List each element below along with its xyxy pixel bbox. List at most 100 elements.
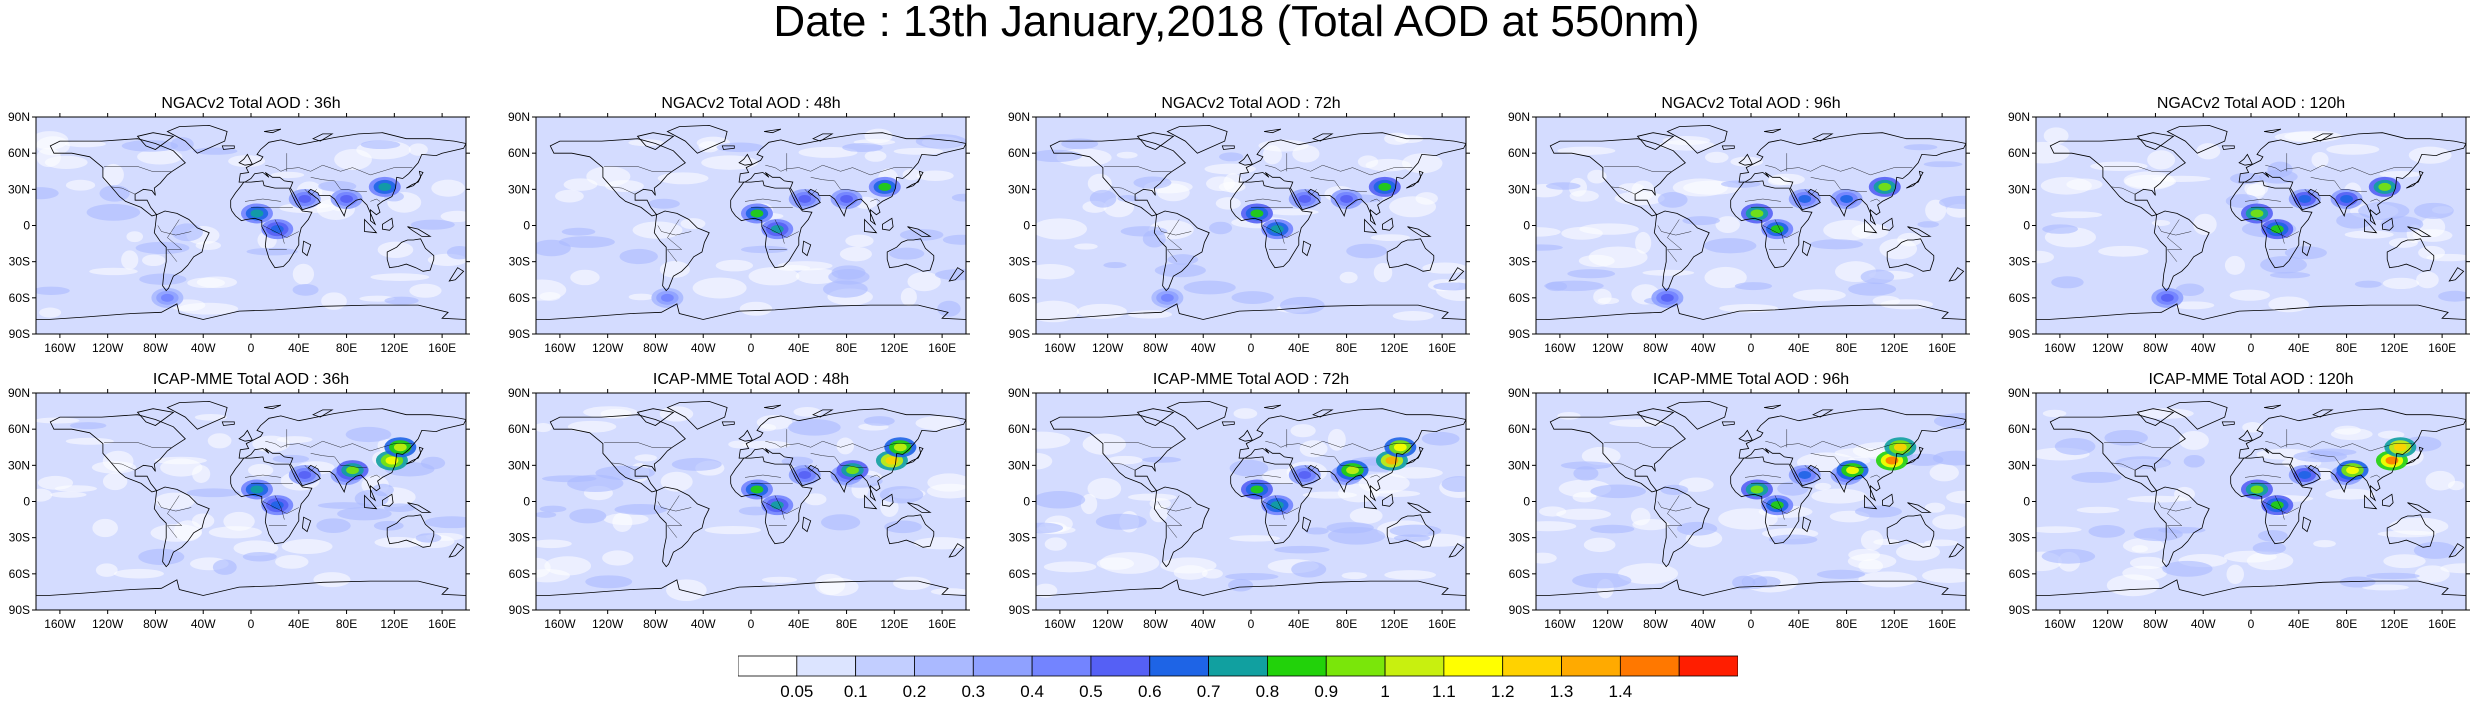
coastline <box>36 579 466 610</box>
country-border <box>310 453 367 468</box>
aod-hotspot <box>250 209 264 218</box>
moderate-aod-patch <box>2414 202 2454 219</box>
low-aod-patch <box>1642 269 1695 276</box>
panel-title: NGACv2 Total AOD : 96h <box>1661 95 1841 112</box>
coastline <box>881 493 894 507</box>
country-border <box>2370 198 2381 202</box>
low-aod-patch <box>1204 163 1256 175</box>
panel-title: ICAP-MME Total AOD : 36h <box>152 371 350 388</box>
low-aod-patch <box>1609 419 1665 427</box>
low-aod-patch <box>1704 266 1747 289</box>
country-border <box>104 166 171 172</box>
low-aod-patch <box>95 563 118 577</box>
low-aod-patch <box>44 155 88 169</box>
coastline <box>238 429 253 442</box>
country-border <box>1774 219 1785 244</box>
moderate-aod-patch <box>1225 572 1279 581</box>
coastline <box>136 132 175 150</box>
coastline <box>1364 494 1378 510</box>
aod-hotspot <box>1270 501 1284 510</box>
lon-tick-label: 120E <box>1380 341 1408 355</box>
coastline <box>166 124 228 154</box>
lon-tick-label: 120E <box>880 341 908 355</box>
moderate-aod-patch <box>2339 576 2376 588</box>
low-aod-patch <box>1767 176 1791 186</box>
aod-hotspot <box>2298 194 2312 203</box>
coastline <box>1636 408 1675 426</box>
country-border <box>1744 474 1781 478</box>
low-aod-patch <box>50 491 87 498</box>
low-aod-patch <box>1557 411 1581 420</box>
coastline <box>221 421 235 426</box>
low-aod-patch <box>659 260 690 278</box>
low-aod-patch <box>1811 488 1867 504</box>
moderate-aod-patch <box>1809 239 1864 250</box>
lat-tick-label: 30N <box>1008 458 1030 472</box>
lat-tick-label: 60N <box>2008 146 2030 160</box>
coastline <box>1221 145 1235 150</box>
coastline <box>764 128 782 134</box>
low-aod-patch <box>1597 297 1620 305</box>
coastline <box>1381 493 1394 507</box>
country-border <box>2166 219 2183 262</box>
lat-tick-label: 0 <box>1023 495 1030 509</box>
low-aod-patch <box>1233 408 1258 419</box>
moderate-aod-patch <box>1860 269 1895 285</box>
map-panel: ICAP-MME Total AOD : 72h 90N 60N 30N 0 30S 60S… <box>1000 371 1490 641</box>
coastline <box>2221 421 2235 426</box>
moderate-aod-patch <box>1133 176 1172 189</box>
moderate-aod-patch <box>1676 521 1718 536</box>
lon-tick-label: 80E <box>336 341 357 355</box>
coastline <box>2448 267 2465 282</box>
moderate-aod-patch <box>2042 224 2078 234</box>
low-aod-patch <box>2036 526 2082 534</box>
coastline <box>2301 516 2312 533</box>
lon-tick-label: 120E <box>880 617 908 631</box>
low-aod-patch <box>748 267 800 286</box>
coastline <box>2364 494 2378 510</box>
low-aod-patch <box>2226 564 2244 585</box>
country-border <box>810 453 867 468</box>
aod-hotspot <box>2250 209 2264 218</box>
low-aod-patch <box>2426 253 2466 262</box>
aod-hotspot <box>1846 466 1859 475</box>
aod-map: 90N 60N 30N 0 30S 60S 90S 160W 120W 80W 40W 0 40E 80E… <box>2008 110 2470 355</box>
low-aod-patch <box>1149 497 1171 509</box>
country-border <box>1104 166 1171 172</box>
country-border <box>274 219 285 244</box>
country-border <box>1810 453 1867 468</box>
map-panel: ICAP-MME Total AOD : 48h 90N 60N 30N 0 30S 60S… <box>500 371 990 641</box>
coastline <box>2238 429 2253 442</box>
low-aod-patch <box>102 472 128 491</box>
moderate-aod-patch <box>1682 216 1720 226</box>
moderate-aod-patch <box>1291 561 1327 578</box>
low-aod-patch <box>2076 506 2120 514</box>
low-aod-patch <box>2196 143 2221 160</box>
moderate-aod-patch <box>2104 429 2148 446</box>
country-border <box>774 495 785 520</box>
country-border <box>774 219 785 244</box>
aod-hotspot <box>798 194 812 203</box>
aod-hotspot <box>1885 456 1899 465</box>
moderate-aod-patch <box>1389 524 1442 537</box>
colorbar-swatch <box>1090 655 1151 677</box>
lon-tick-label: 160E <box>928 341 956 355</box>
lat-tick-label: 90S <box>1009 327 1030 341</box>
low-aod-patch <box>704 525 762 535</box>
country-border <box>370 474 381 478</box>
coastline <box>1166 124 1228 154</box>
moderate-aod-patch <box>1089 189 1117 208</box>
low-aod-patch <box>223 511 255 531</box>
country-border <box>1310 453 1367 468</box>
coastline <box>1221 421 1235 426</box>
moderate-aod-patch <box>1903 144 1938 151</box>
coastline <box>1666 400 1728 430</box>
lon-tick-label: 120W <box>1092 341 1124 355</box>
low-aod-patch <box>281 539 333 555</box>
lat-tick-label: 90S <box>509 603 530 617</box>
lat-tick-label: 90S <box>9 327 30 341</box>
lon-tick-label: 160W <box>2044 617 2076 631</box>
low-aod-patch <box>1036 431 1071 449</box>
moderate-aod-patch <box>2354 280 2382 288</box>
coastline <box>1238 153 1253 166</box>
